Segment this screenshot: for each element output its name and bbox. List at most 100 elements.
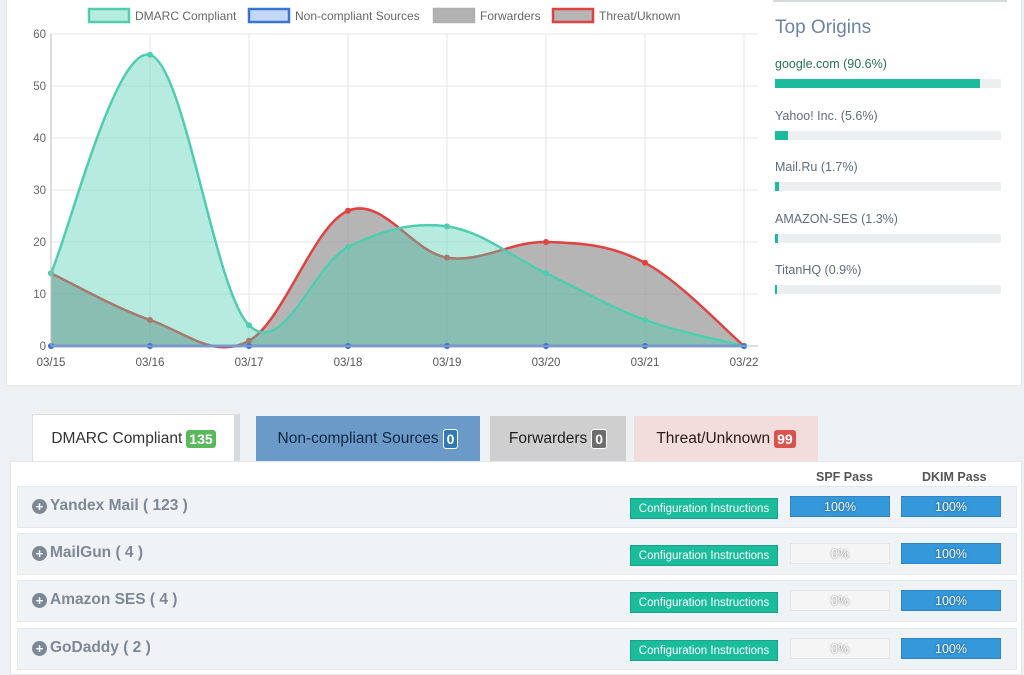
tab-label: DMARC Compliant xyxy=(51,429,183,447)
origin-item[interactable]: AMAZON-SES (1.3%) xyxy=(775,212,1003,243)
data-point xyxy=(147,317,153,323)
x-tick-label: 03/16 xyxy=(136,357,165,369)
x-tick-label: 03/18 xyxy=(334,357,363,369)
tab-label: Threat/Unknown xyxy=(656,430,771,447)
table-row[interactable]: + GoDaddy ( 2 ) Configuration Instruction… xyxy=(17,628,1017,670)
configuration-instructions-button[interactable]: Configuration Instructions xyxy=(630,592,778,613)
origin-item[interactable]: google.com (90.6%) xyxy=(775,57,1003,88)
y-tick-label: 20 xyxy=(33,237,46,249)
tab-label: Forwarders xyxy=(508,430,588,447)
origin-label: Mail.Ru (1.7%) xyxy=(775,160,858,174)
legend-swatch xyxy=(551,7,595,24)
tab-forwarders[interactable]: Forwarders 0 xyxy=(490,416,626,462)
plus-circle-icon[interactable]: + xyxy=(32,592,47,608)
source-name: Yandex Mail ( 123 ) xyxy=(50,497,188,514)
origin-item[interactable]: TitanHQ (0.9%) xyxy=(775,263,1003,294)
plus-circle-icon[interactable]: + xyxy=(32,545,47,561)
source-name: Amazon SES ( 4 ) xyxy=(50,591,178,608)
data-point xyxy=(642,259,648,266)
source-name: GoDaddy ( 2 ) xyxy=(50,639,151,656)
data-point xyxy=(444,254,450,261)
origin-label: google.com (90.6%) xyxy=(775,57,887,71)
count-badge: 99 xyxy=(774,430,796,448)
data-point xyxy=(147,51,153,58)
origin-bar xyxy=(775,234,1001,243)
source-name: MailGun ( 4 ) xyxy=(50,544,143,561)
legend-label: Non-compliant Sources xyxy=(295,9,420,23)
row-title[interactable]: + MailGun ( 4 ) xyxy=(32,544,143,562)
row-title[interactable]: + Amazon SES ( 4 ) xyxy=(32,591,177,609)
y-tick-label: 10 xyxy=(33,289,46,301)
tab-non-compliant-sources[interactable]: Non-compliant Sources 0 xyxy=(256,416,480,462)
configuration-instructions-button[interactable]: Configuration Instructions xyxy=(630,498,778,519)
configuration-instructions-button[interactable]: Configuration Instructions xyxy=(630,545,778,566)
legend-swatch xyxy=(87,7,131,24)
x-tick-label: 03/22 xyxy=(730,357,759,369)
dkim-pass-bar: 100% xyxy=(901,496,1001,517)
data-point xyxy=(246,322,252,329)
data-point xyxy=(543,270,549,277)
origin-bar xyxy=(775,131,1001,140)
chart-svg: 0 10 20 30 40 50 60 03/15 03/16 03/17 03/18 03/19 03… xyxy=(33,7,759,369)
origin-label: TitanHQ (0.9%) xyxy=(775,263,862,277)
table-row[interactable]: + Yandex Mail ( 123 ) Configuration Instr… xyxy=(17,486,1017,528)
origin-bar xyxy=(775,79,1001,88)
legend-label: Forwarders xyxy=(480,9,541,23)
spf-pass-bar: 0% xyxy=(790,543,890,564)
legend-label: DMARC Compliant xyxy=(135,9,237,23)
origin-bar xyxy=(775,182,1001,191)
data-point xyxy=(543,239,549,245)
y-tick-label: 30 xyxy=(33,185,46,197)
data-point xyxy=(642,317,648,323)
origin-bar-fill xyxy=(775,182,779,191)
top-panel: 0 10 20 30 40 50 60 03/15 03/16 03/17 03/18 03/19 03… xyxy=(6,0,1022,386)
divider xyxy=(773,0,1007,2)
row-title[interactable]: + Yandex Mail ( 123 ) xyxy=(32,497,188,515)
tab-threat-unknown[interactable]: Threat/Unknown 99 xyxy=(634,416,818,462)
x-tick-label: 03/21 xyxy=(631,357,660,369)
x-tick-label: 03/19 xyxy=(433,357,462,369)
x-tick-label: 03/17 xyxy=(235,357,264,369)
dkim-pass-bar: 100% xyxy=(901,638,1001,659)
row-title[interactable]: + GoDaddy ( 2 ) xyxy=(32,639,151,657)
plus-circle-icon[interactable]: + xyxy=(32,498,47,514)
origin-bar-fill xyxy=(775,79,980,88)
count-badge: 0 xyxy=(591,429,608,449)
data-point xyxy=(345,244,351,251)
tab-label: Non-compliant Sources xyxy=(277,430,439,447)
tab-dmarc-compliant[interactable]: DMARC Compliant 135 xyxy=(32,414,240,462)
dkim-pass-bar: 100% xyxy=(901,543,1001,564)
legend-label: Threat/Uknown xyxy=(599,9,680,23)
legend-swatch xyxy=(432,7,476,24)
y-tick-label: 50 xyxy=(33,81,46,93)
top-origins-title: Top Origins xyxy=(775,17,872,38)
origin-label: AMAZON-SES (1.3%) xyxy=(775,212,898,226)
table-row[interactable]: + Amazon SES ( 4 ) Configuration Instruct… xyxy=(17,580,1017,622)
series-line xyxy=(50,207,745,349)
x-tick-label: 03/15 xyxy=(37,357,66,369)
y-tick-label: 0 xyxy=(40,341,46,353)
table-row[interactable]: + MailGun ( 4 ) Configuration Instruction… xyxy=(17,533,1017,575)
data-point xyxy=(345,207,351,214)
configuration-instructions-button[interactable]: Configuration Instructions xyxy=(630,640,778,661)
origin-bar-fill xyxy=(775,131,788,140)
count-badge: 0 xyxy=(442,429,459,449)
spf-pass-bar: 100% xyxy=(790,496,890,517)
dkim-pass-header: DKIM Pass xyxy=(922,470,987,484)
spf-pass-header: SPF Pass xyxy=(816,470,873,484)
origin-label: Yahoo! Inc. (5.6%) xyxy=(775,109,878,123)
plus-circle-icon[interactable]: + xyxy=(32,640,47,656)
sources-table: SPF Pass DKIM Pass + Yandex Mail ( 123 ) … xyxy=(10,461,1022,675)
data-point xyxy=(444,223,450,230)
origin-bar-fill xyxy=(775,234,778,243)
legend-swatch xyxy=(247,7,291,24)
dkim-pass-bar: 100% xyxy=(901,590,1001,611)
spf-pass-bar: 0% xyxy=(790,590,890,611)
dmarc-chart: 0 10 20 30 40 50 60 03/15 03/16 03/17 03/18 03/19 03… xyxy=(7,0,767,386)
origin-bar xyxy=(775,285,1001,294)
count-badge: 135 xyxy=(186,429,216,448)
origin-item[interactable]: Yahoo! Inc. (5.6%) xyxy=(775,109,1003,140)
data-point xyxy=(246,337,252,344)
y-tick-label: 60 xyxy=(33,29,46,41)
origin-item[interactable]: Mail.Ru (1.7%) xyxy=(775,160,1003,191)
